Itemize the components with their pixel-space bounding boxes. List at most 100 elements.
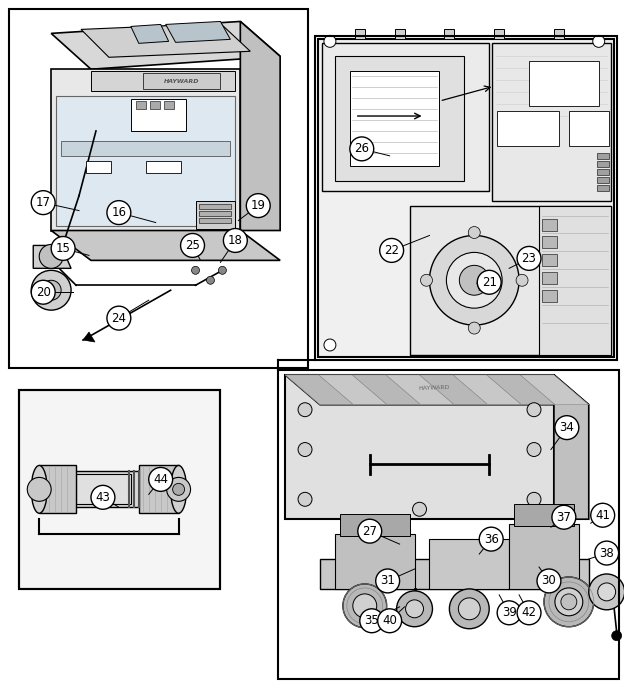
Circle shape: [167, 477, 191, 502]
Circle shape: [31, 191, 55, 215]
Circle shape: [298, 442, 312, 457]
Polygon shape: [597, 153, 609, 159]
Polygon shape: [542, 219, 557, 230]
Polygon shape: [350, 72, 439, 166]
Polygon shape: [453, 375, 522, 405]
Polygon shape: [136, 101, 146, 109]
Text: 26: 26: [354, 142, 369, 155]
Polygon shape: [335, 534, 414, 589]
Polygon shape: [340, 514, 409, 536]
Polygon shape: [86, 161, 111, 173]
Text: HAYWARD: HAYWARD: [419, 385, 450, 391]
Circle shape: [412, 502, 426, 516]
Polygon shape: [51, 69, 241, 230]
Text: 35: 35: [364, 614, 379, 627]
Polygon shape: [76, 475, 131, 504]
Text: 37: 37: [556, 510, 571, 524]
Circle shape: [298, 402, 312, 417]
Circle shape: [218, 266, 226, 275]
Polygon shape: [355, 30, 365, 39]
Text: 16: 16: [111, 206, 126, 219]
Polygon shape: [597, 184, 609, 191]
Ellipse shape: [31, 466, 47, 513]
Circle shape: [612, 631, 622, 641]
Circle shape: [544, 577, 594, 627]
Polygon shape: [352, 375, 421, 405]
Circle shape: [206, 277, 214, 284]
Polygon shape: [335, 56, 464, 181]
Polygon shape: [597, 169, 609, 175]
Text: 25: 25: [185, 239, 200, 252]
Circle shape: [343, 584, 387, 627]
Circle shape: [598, 583, 616, 601]
Circle shape: [378, 609, 402, 633]
Circle shape: [39, 244, 63, 268]
Polygon shape: [131, 99, 186, 131]
Text: 43: 43: [96, 491, 111, 504]
Circle shape: [397, 591, 432, 627]
Polygon shape: [409, 206, 611, 355]
Polygon shape: [56, 96, 236, 226]
Circle shape: [517, 246, 541, 270]
Circle shape: [555, 588, 582, 616]
Circle shape: [479, 527, 503, 551]
Circle shape: [357, 519, 382, 543]
Polygon shape: [542, 272, 557, 284]
Polygon shape: [497, 111, 559, 146]
Circle shape: [246, 193, 270, 217]
Circle shape: [468, 226, 480, 239]
Circle shape: [324, 339, 336, 351]
Circle shape: [561, 594, 577, 610]
Polygon shape: [529, 61, 599, 106]
Polygon shape: [199, 217, 231, 222]
Text: 23: 23: [522, 252, 536, 265]
Polygon shape: [81, 23, 250, 57]
Circle shape: [497, 601, 521, 625]
Circle shape: [592, 339, 605, 351]
Circle shape: [468, 322, 480, 334]
Text: 40: 40: [382, 614, 397, 627]
Circle shape: [591, 504, 614, 527]
Polygon shape: [131, 25, 169, 43]
Text: 41: 41: [595, 508, 610, 522]
Text: 42: 42: [521, 606, 536, 619]
Circle shape: [107, 306, 131, 330]
Polygon shape: [39, 471, 176, 507]
Polygon shape: [199, 211, 231, 215]
Text: HAYWARD: HAYWARD: [164, 78, 199, 84]
Text: 38: 38: [599, 546, 614, 559]
Text: 30: 30: [542, 574, 556, 588]
Text: 18: 18: [228, 234, 242, 247]
Polygon shape: [139, 466, 179, 513]
Polygon shape: [386, 375, 454, 405]
Text: 15: 15: [56, 242, 71, 255]
Circle shape: [527, 493, 541, 506]
Polygon shape: [444, 30, 454, 39]
Text: 20: 20: [36, 286, 51, 299]
Polygon shape: [539, 206, 611, 355]
Polygon shape: [569, 111, 609, 146]
Circle shape: [298, 493, 312, 506]
Circle shape: [478, 270, 501, 294]
Polygon shape: [554, 30, 564, 39]
Polygon shape: [494, 30, 504, 39]
Circle shape: [360, 609, 384, 633]
Polygon shape: [394, 30, 404, 39]
Text: 34: 34: [559, 421, 574, 434]
Circle shape: [91, 485, 115, 509]
Polygon shape: [91, 72, 236, 91]
Circle shape: [592, 35, 605, 47]
Circle shape: [555, 416, 579, 440]
Circle shape: [31, 280, 55, 304]
Polygon shape: [199, 204, 231, 208]
Polygon shape: [542, 290, 557, 302]
Circle shape: [380, 239, 404, 262]
Circle shape: [353, 594, 377, 618]
Polygon shape: [164, 101, 174, 109]
Polygon shape: [554, 375, 589, 519]
Text: 17: 17: [36, 196, 51, 209]
Circle shape: [527, 402, 541, 417]
Polygon shape: [318, 39, 614, 357]
Polygon shape: [196, 201, 236, 228]
Polygon shape: [61, 141, 231, 156]
